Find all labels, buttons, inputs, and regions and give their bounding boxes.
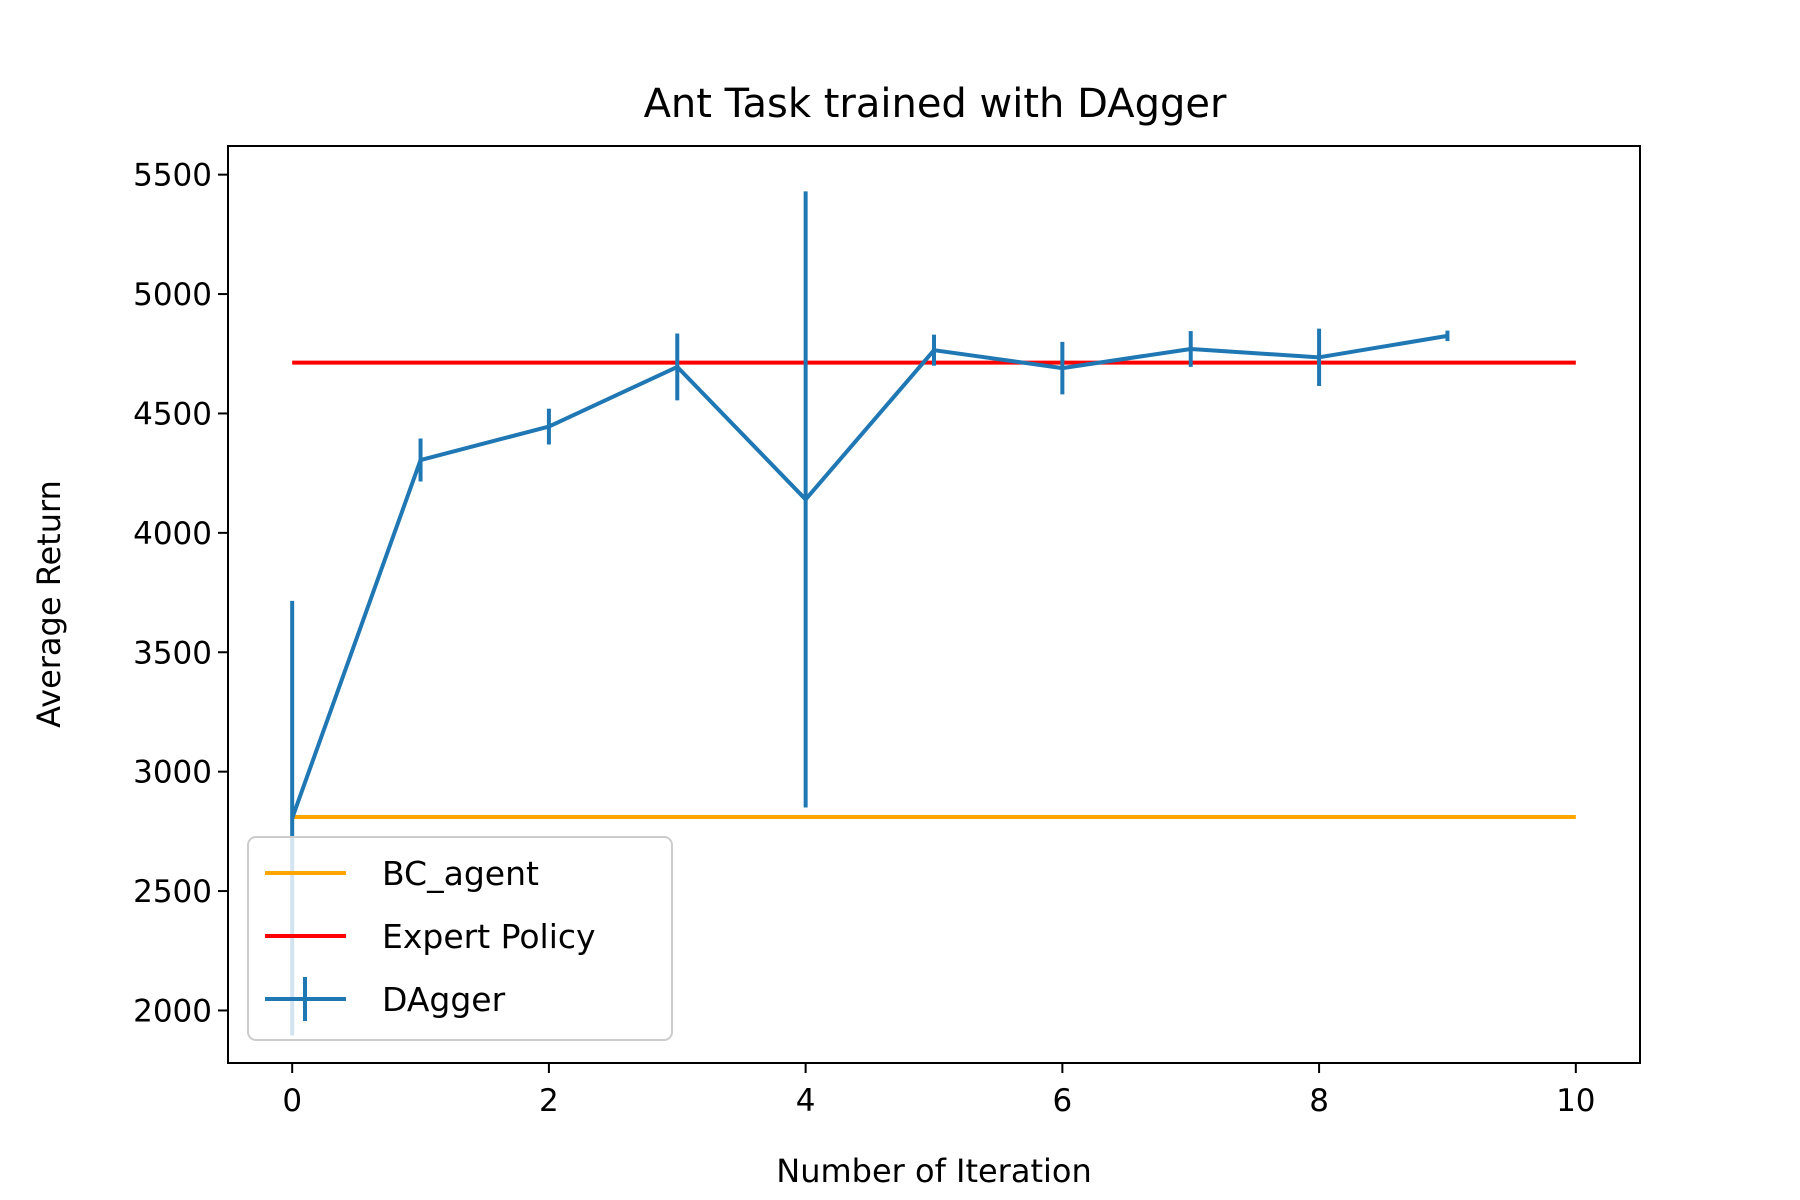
axes-frame [227,145,1641,1064]
x-tick-label: 4 [796,1083,816,1119]
x-tick-label: 6 [1052,1083,1072,1119]
y-tick-label: 4000 [133,516,212,552]
y-axis: 2000 2500 3000 3500 4000 4500 5000 5500 [133,158,228,1029]
y-tick-label: 3500 [133,635,212,671]
y-tick-label: 2000 [133,993,212,1029]
y-tick-label: 2500 [133,874,212,910]
chart-title: Ant Task trained with DAgger [644,81,1227,127]
x-tick-label: 10 [1556,1083,1595,1119]
legend-label-dagger: DAgger [382,980,506,1019]
y-tick-label: 3000 [133,755,212,791]
dagger-line [290,333,1448,819]
legend-label-expert-policy: Expert Policy [382,917,596,956]
legend: BC_agent Expert Policy DAgger [247,836,673,1041]
x-axis: 0 2 4 6 8 10 [282,1063,1596,1119]
x-tick-label: 8 [1309,1083,1329,1119]
y-tick-label: 5500 [133,158,212,194]
y-tick-label: 4500 [133,396,212,432]
x-axis-label: Number of Iteration [776,1152,1091,1190]
x-tick-label: 0 [282,1083,302,1119]
legend-label-bc-agent: BC_agent [382,854,539,893]
y-tick-label: 5000 [133,277,212,313]
y-axis-label: Average Return [30,480,68,728]
legend-box [247,836,673,1041]
x-tick-label: 2 [539,1083,559,1119]
